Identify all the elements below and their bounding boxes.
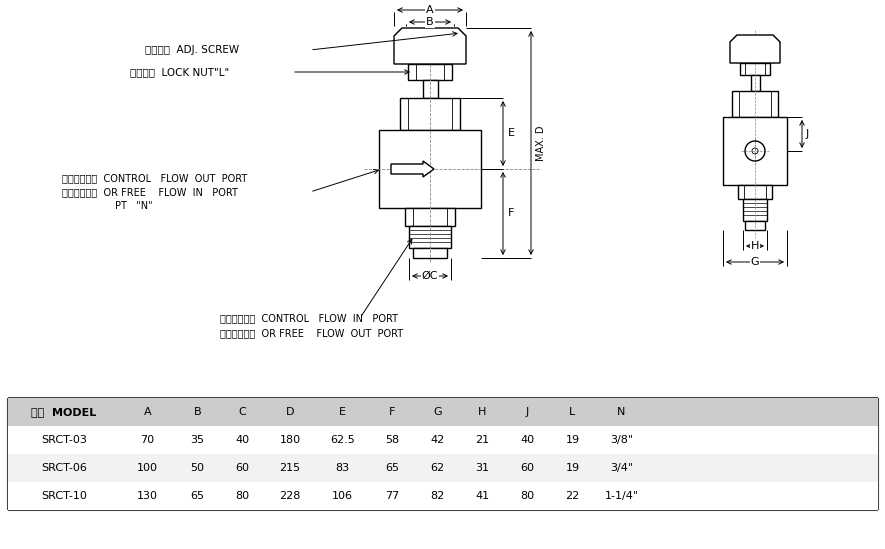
Bar bbox=[751, 75, 760, 91]
Text: 3/8": 3/8" bbox=[610, 435, 633, 445]
Text: J: J bbox=[806, 129, 809, 139]
Text: 31: 31 bbox=[475, 463, 489, 473]
Text: H: H bbox=[478, 407, 487, 417]
Text: 41: 41 bbox=[475, 491, 489, 501]
Text: ØC: ØC bbox=[422, 271, 438, 281]
Text: 調節螺絲  ADJ. SCREW: 調節螺絲 ADJ. SCREW bbox=[145, 45, 239, 55]
Text: N: N bbox=[618, 407, 626, 417]
Text: 21: 21 bbox=[475, 435, 489, 445]
Text: 70: 70 bbox=[141, 435, 155, 445]
Bar bbox=[8, 454, 878, 482]
Text: SRCT-10: SRCT-10 bbox=[41, 491, 87, 501]
Text: 60: 60 bbox=[235, 463, 250, 473]
Text: 62.5: 62.5 bbox=[330, 435, 355, 445]
Text: G: G bbox=[433, 407, 442, 417]
Text: 控制油流入口  CONTROL   FLOW  IN   PORT: 控制油流入口 CONTROL FLOW IN PORT bbox=[220, 313, 398, 323]
Text: SRCT-03: SRCT-03 bbox=[41, 435, 87, 445]
Text: PT   "N": PT "N" bbox=[115, 201, 152, 211]
Polygon shape bbox=[730, 35, 780, 63]
Text: E: E bbox=[339, 407, 346, 417]
Text: 50: 50 bbox=[190, 463, 204, 473]
Text: H: H bbox=[750, 241, 759, 251]
Text: J: J bbox=[526, 407, 529, 417]
Text: 215: 215 bbox=[280, 463, 301, 473]
Bar bbox=[400, 98, 460, 130]
Text: 1-1/4": 1-1/4" bbox=[604, 491, 639, 501]
Text: 35: 35 bbox=[190, 435, 204, 445]
Text: 106: 106 bbox=[332, 491, 353, 501]
Text: 83: 83 bbox=[335, 463, 350, 473]
Text: 60: 60 bbox=[520, 463, 535, 473]
Text: 77: 77 bbox=[385, 491, 400, 501]
Text: 130: 130 bbox=[137, 491, 158, 501]
Bar bbox=[745, 221, 765, 230]
Text: 控制油流入口  OR FREE    FLOW  IN   PORT: 控制油流入口 OR FREE FLOW IN PORT bbox=[62, 187, 238, 197]
Text: SRCT-06: SRCT-06 bbox=[41, 463, 87, 473]
Bar bbox=[8, 426, 878, 454]
Bar bbox=[379, 130, 481, 208]
Polygon shape bbox=[394, 28, 466, 64]
Bar bbox=[743, 199, 767, 221]
Text: 82: 82 bbox=[430, 491, 444, 501]
Bar bbox=[409, 226, 451, 248]
Text: 80: 80 bbox=[520, 491, 535, 501]
Text: 65: 65 bbox=[190, 491, 204, 501]
Bar bbox=[723, 117, 787, 185]
Text: A: A bbox=[427, 5, 434, 15]
Text: 40: 40 bbox=[235, 435, 250, 445]
Bar bbox=[732, 91, 778, 117]
Text: C: C bbox=[239, 407, 246, 417]
Text: 3/4": 3/4" bbox=[610, 463, 633, 473]
Text: F: F bbox=[508, 209, 514, 219]
Text: 62: 62 bbox=[430, 463, 444, 473]
Text: F: F bbox=[389, 407, 396, 417]
Text: 19: 19 bbox=[566, 463, 580, 473]
Polygon shape bbox=[391, 161, 434, 177]
Bar bbox=[740, 63, 770, 75]
Text: D: D bbox=[286, 407, 294, 417]
Text: 80: 80 bbox=[235, 491, 250, 501]
Text: MAX. D: MAX. D bbox=[536, 125, 546, 161]
Text: 180: 180 bbox=[280, 435, 301, 445]
Text: E: E bbox=[508, 128, 515, 138]
Text: 65: 65 bbox=[386, 463, 399, 473]
Text: B: B bbox=[427, 17, 434, 27]
Text: 228: 228 bbox=[280, 491, 301, 501]
Bar bbox=[8, 398, 878, 426]
Text: 型式  MODEL: 型式 MODEL bbox=[31, 407, 96, 417]
Bar bbox=[8, 482, 878, 510]
Bar bbox=[408, 64, 452, 80]
Text: A: A bbox=[143, 407, 151, 417]
Text: G: G bbox=[750, 257, 759, 267]
Text: 42: 42 bbox=[430, 435, 444, 445]
Text: 控制油流出口  OR FREE    FLOW  OUT  PORT: 控制油流出口 OR FREE FLOW OUT PORT bbox=[220, 328, 404, 338]
Text: 100: 100 bbox=[137, 463, 158, 473]
Bar bbox=[738, 185, 772, 199]
Text: 固定螺帽  LOCK NUT"L": 固定螺帽 LOCK NUT"L" bbox=[130, 67, 229, 77]
Text: B: B bbox=[194, 407, 201, 417]
Text: 22: 22 bbox=[566, 491, 580, 501]
Bar bbox=[405, 208, 455, 226]
Bar bbox=[423, 80, 438, 98]
Text: 58: 58 bbox=[386, 435, 399, 445]
Text: L: L bbox=[569, 407, 575, 417]
Text: 19: 19 bbox=[566, 435, 580, 445]
Text: 控制油流出口  CONTROL   FLOW  OUT  PORT: 控制油流出口 CONTROL FLOW OUT PORT bbox=[62, 173, 247, 183]
Text: 40: 40 bbox=[520, 435, 535, 445]
Bar bbox=[413, 248, 447, 258]
